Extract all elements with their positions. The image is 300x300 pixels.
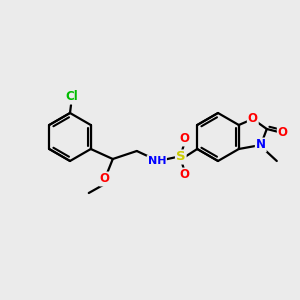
Text: O: O — [248, 112, 258, 125]
Text: O: O — [180, 133, 190, 146]
Text: O: O — [180, 169, 190, 182]
Text: O: O — [100, 172, 110, 185]
Text: Cl: Cl — [66, 91, 78, 103]
Text: O: O — [278, 127, 288, 140]
Text: N: N — [256, 139, 266, 152]
Text: S: S — [176, 151, 186, 164]
Text: NH: NH — [148, 156, 166, 166]
